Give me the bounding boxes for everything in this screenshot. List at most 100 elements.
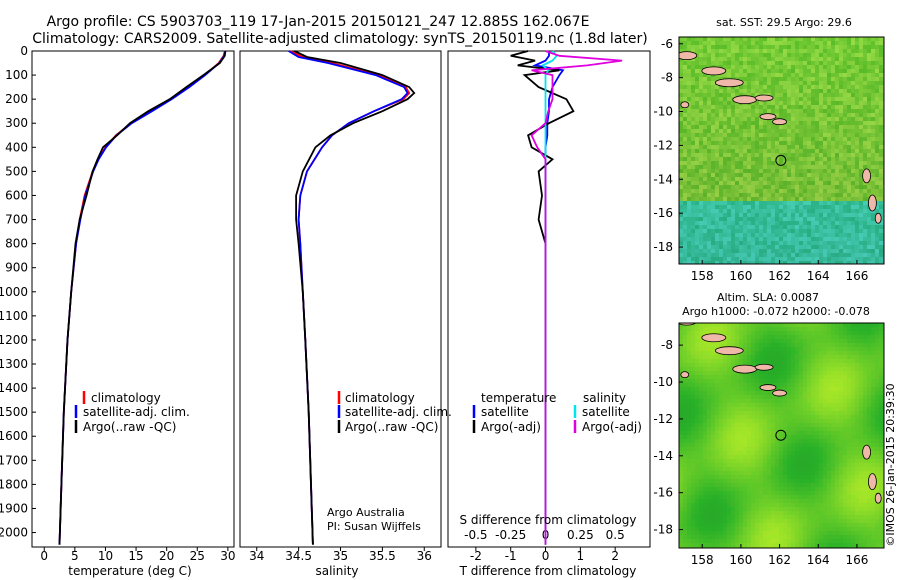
map-cell: [743, 41, 747, 45]
map-cell: [707, 57, 711, 61]
map-cell: [763, 49, 767, 53]
map-cell: [755, 439, 759, 443]
map-cell: [871, 387, 875, 391]
map-cell: [851, 359, 855, 363]
map-cell: [859, 415, 863, 419]
map-cell: [711, 157, 715, 161]
map-cell: [779, 185, 783, 189]
map-cell: [799, 117, 803, 121]
map-cell: [719, 383, 723, 387]
map-cell: [831, 137, 835, 141]
map-cell: [707, 73, 711, 77]
map-cell: [727, 49, 731, 53]
map-cell: [751, 403, 755, 407]
depth-tick-label: 1800: [0, 477, 28, 491]
map-cell: [723, 217, 727, 221]
map-cell: [799, 61, 803, 65]
map-cell: [811, 339, 815, 343]
map-cell: [711, 53, 715, 57]
map-cell: [823, 109, 827, 113]
temperature-climatology-line: [58, 50, 226, 545]
map-cell: [863, 443, 867, 447]
map-cell: [799, 241, 803, 245]
map-cell: [831, 347, 835, 351]
map-cell: [715, 459, 719, 463]
map-cell: [835, 61, 839, 65]
map-cell: [807, 327, 811, 331]
map-cell: [779, 129, 783, 133]
map-cell: [799, 205, 803, 209]
map-cell: [751, 153, 755, 157]
map-cell: [763, 73, 767, 77]
map-cell: [775, 45, 779, 49]
map-cell: [747, 459, 751, 463]
map-cell: [831, 205, 835, 209]
map-cell: [867, 427, 871, 431]
map-cell: [767, 439, 771, 443]
map-cell: [707, 245, 711, 249]
map-cell: [823, 45, 827, 49]
map-cell: [767, 45, 771, 49]
map-cell: [771, 253, 775, 257]
lon-tick-label: 160: [729, 269, 752, 283]
map-cell: [719, 249, 723, 253]
map-cell: [691, 443, 695, 447]
map-cell: [875, 439, 879, 443]
map-cell: [687, 411, 691, 415]
map-cell: [851, 455, 855, 459]
map-cell: [707, 201, 711, 205]
map-cell: [767, 395, 771, 399]
map-cell: [827, 253, 831, 257]
map-cell: [695, 253, 699, 257]
map-cell: [875, 339, 879, 343]
map-cell: [851, 137, 855, 141]
figure-title-line2: Climatology: CARS2009. Satellite-adjuste…: [32, 31, 647, 47]
map-cell: [763, 423, 767, 427]
map-cell: [859, 105, 863, 109]
map-cell: [763, 241, 767, 245]
map-cell: [723, 241, 727, 245]
map-cell: [739, 447, 743, 451]
map-cell: [787, 363, 791, 367]
map-cell: [759, 375, 763, 379]
map-cell: [847, 221, 851, 225]
map-cell: [819, 419, 823, 423]
map-cell: [783, 129, 787, 133]
map-cell: [731, 237, 735, 241]
map-cell: [767, 327, 771, 331]
map-cell: [691, 85, 695, 89]
map-cell: [811, 209, 815, 213]
map-cell: [783, 125, 787, 129]
map-cell: [759, 161, 763, 165]
map-cell: [843, 435, 847, 439]
map-cell: [739, 343, 743, 347]
map-cell: [719, 181, 723, 185]
map-cell: [851, 451, 855, 455]
map-cell: [843, 379, 847, 383]
map-cell: [839, 431, 843, 435]
map-cell: [803, 149, 807, 153]
map-cell: [807, 117, 811, 121]
map-cell: [759, 371, 763, 375]
map-cell: [799, 253, 803, 257]
map-cell: [807, 189, 811, 193]
map-cell: [687, 109, 691, 113]
map-cell: [843, 347, 847, 351]
map-cell: [803, 347, 807, 351]
map-cell: [779, 403, 783, 407]
map-cell: [739, 459, 743, 463]
map-cell: [767, 105, 771, 109]
map-cell: [775, 165, 779, 169]
map-cell: [723, 101, 727, 105]
map-cell: [871, 331, 875, 335]
map-cell: [839, 193, 843, 197]
map-cell: [747, 375, 751, 379]
map-cell: [759, 229, 763, 233]
map-cell: [739, 193, 743, 197]
map-cell: [835, 81, 839, 85]
map-cell: [791, 201, 795, 205]
map-cell: [807, 363, 811, 367]
map-cell: [827, 261, 831, 264]
map-cell: [703, 117, 707, 121]
map-cell: [683, 85, 687, 89]
